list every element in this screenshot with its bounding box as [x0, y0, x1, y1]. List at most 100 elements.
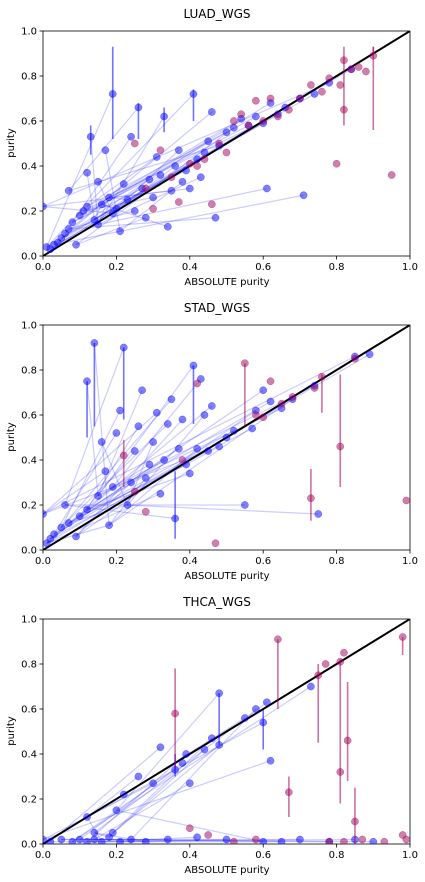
data-point	[124, 196, 131, 203]
data-point	[120, 452, 127, 459]
data-point	[201, 411, 208, 418]
data-point	[135, 773, 142, 780]
x-tick-label: 0.0	[35, 262, 51, 273]
data-point	[65, 225, 72, 232]
plot-content	[39, 31, 410, 256]
data-point	[399, 633, 406, 640]
data-point	[127, 836, 134, 843]
data-point	[370, 52, 377, 59]
y-tick-label: 0.8	[21, 366, 37, 377]
data-point	[58, 524, 65, 531]
data-point	[216, 741, 223, 748]
data-point	[315, 510, 322, 517]
data-point	[205, 447, 212, 454]
x-tick-label: 0.8	[329, 262, 345, 273]
y-tick-label: 0.6	[21, 117, 37, 128]
data-point	[91, 339, 98, 346]
data-point	[39, 203, 46, 210]
data-point	[83, 378, 90, 385]
data-point	[252, 705, 259, 712]
chart-title: STAD_WGS	[184, 301, 250, 315]
y-tick-label: 0.8	[21, 72, 37, 83]
data-point	[285, 106, 292, 113]
data-point	[252, 113, 259, 120]
data-point	[186, 780, 193, 787]
x-axis-label: ABSOLUTE purity	[184, 277, 269, 288]
data-point	[83, 813, 90, 820]
data-point	[120, 180, 127, 187]
data-point	[39, 510, 46, 517]
x-tick-label: 1.0	[402, 850, 418, 861]
connector-line	[113, 745, 219, 833]
y-tick-label: 0.0	[21, 546, 37, 557]
data-point	[83, 506, 90, 513]
data-point	[359, 836, 366, 843]
data-point	[307, 683, 314, 690]
data-point	[157, 147, 164, 154]
data-point	[194, 162, 201, 169]
data-point	[146, 461, 153, 468]
data-point	[340, 649, 347, 656]
data-point	[94, 221, 101, 228]
data-point	[318, 373, 325, 380]
data-point	[351, 355, 358, 362]
plot-content	[39, 619, 410, 845]
y-axis-label: purity	[6, 716, 17, 745]
data-point	[135, 423, 142, 430]
data-point	[186, 160, 193, 167]
data-point	[197, 174, 204, 181]
data-point	[76, 513, 83, 520]
data-point	[150, 438, 157, 445]
data-point	[348, 66, 355, 73]
y-tick-label: 0.0	[21, 252, 37, 263]
data-point	[150, 194, 157, 201]
data-point	[105, 194, 112, 201]
data-point	[120, 791, 127, 798]
data-point	[102, 147, 109, 154]
data-point	[252, 97, 259, 104]
connector-line	[127, 505, 318, 514]
data-point	[337, 658, 344, 665]
data-point	[157, 744, 164, 751]
data-point	[351, 818, 358, 825]
data-point	[362, 68, 369, 75]
data-point	[69, 219, 76, 226]
plot-area: 0.0 0.2 0.4 0.6 0.8 1.00.00.20.40.60.81.0	[21, 321, 418, 568]
y-axis-label: purity	[6, 422, 17, 451]
x-tick-label: 1.0	[402, 556, 418, 567]
data-point	[39, 836, 46, 843]
data-point	[216, 690, 223, 697]
data-point	[172, 515, 179, 522]
y-tick-label: 0.2	[21, 207, 37, 218]
data-point	[201, 746, 208, 753]
data-point	[252, 411, 259, 418]
data-point	[172, 162, 179, 169]
data-point	[337, 81, 344, 88]
data-point	[120, 344, 127, 351]
data-point	[179, 759, 186, 766]
x-tick-label: 0.4	[182, 262, 198, 273]
data-point	[194, 380, 201, 387]
data-point	[102, 468, 109, 475]
data-point	[355, 63, 362, 70]
data-point	[340, 57, 347, 64]
data-point	[340, 106, 347, 113]
data-point	[179, 416, 186, 423]
data-point	[267, 378, 274, 385]
plot-area: 0.0 0.2 0.4 0.6 0.8 1.00.00.20.40.60.81.0	[21, 615, 418, 862]
data-point	[208, 108, 215, 115]
y-axis-label: purity	[6, 128, 17, 157]
data-point	[157, 171, 164, 178]
data-point	[208, 201, 215, 208]
data-point	[216, 140, 223, 147]
data-point	[296, 836, 303, 843]
data-point	[186, 185, 193, 192]
data-point	[311, 384, 318, 391]
data-point	[150, 205, 157, 212]
data-point	[83, 169, 90, 176]
data-point	[150, 780, 157, 787]
data-point	[260, 719, 267, 726]
x-tick-label: 0.0	[35, 556, 51, 567]
data-point	[208, 735, 215, 742]
